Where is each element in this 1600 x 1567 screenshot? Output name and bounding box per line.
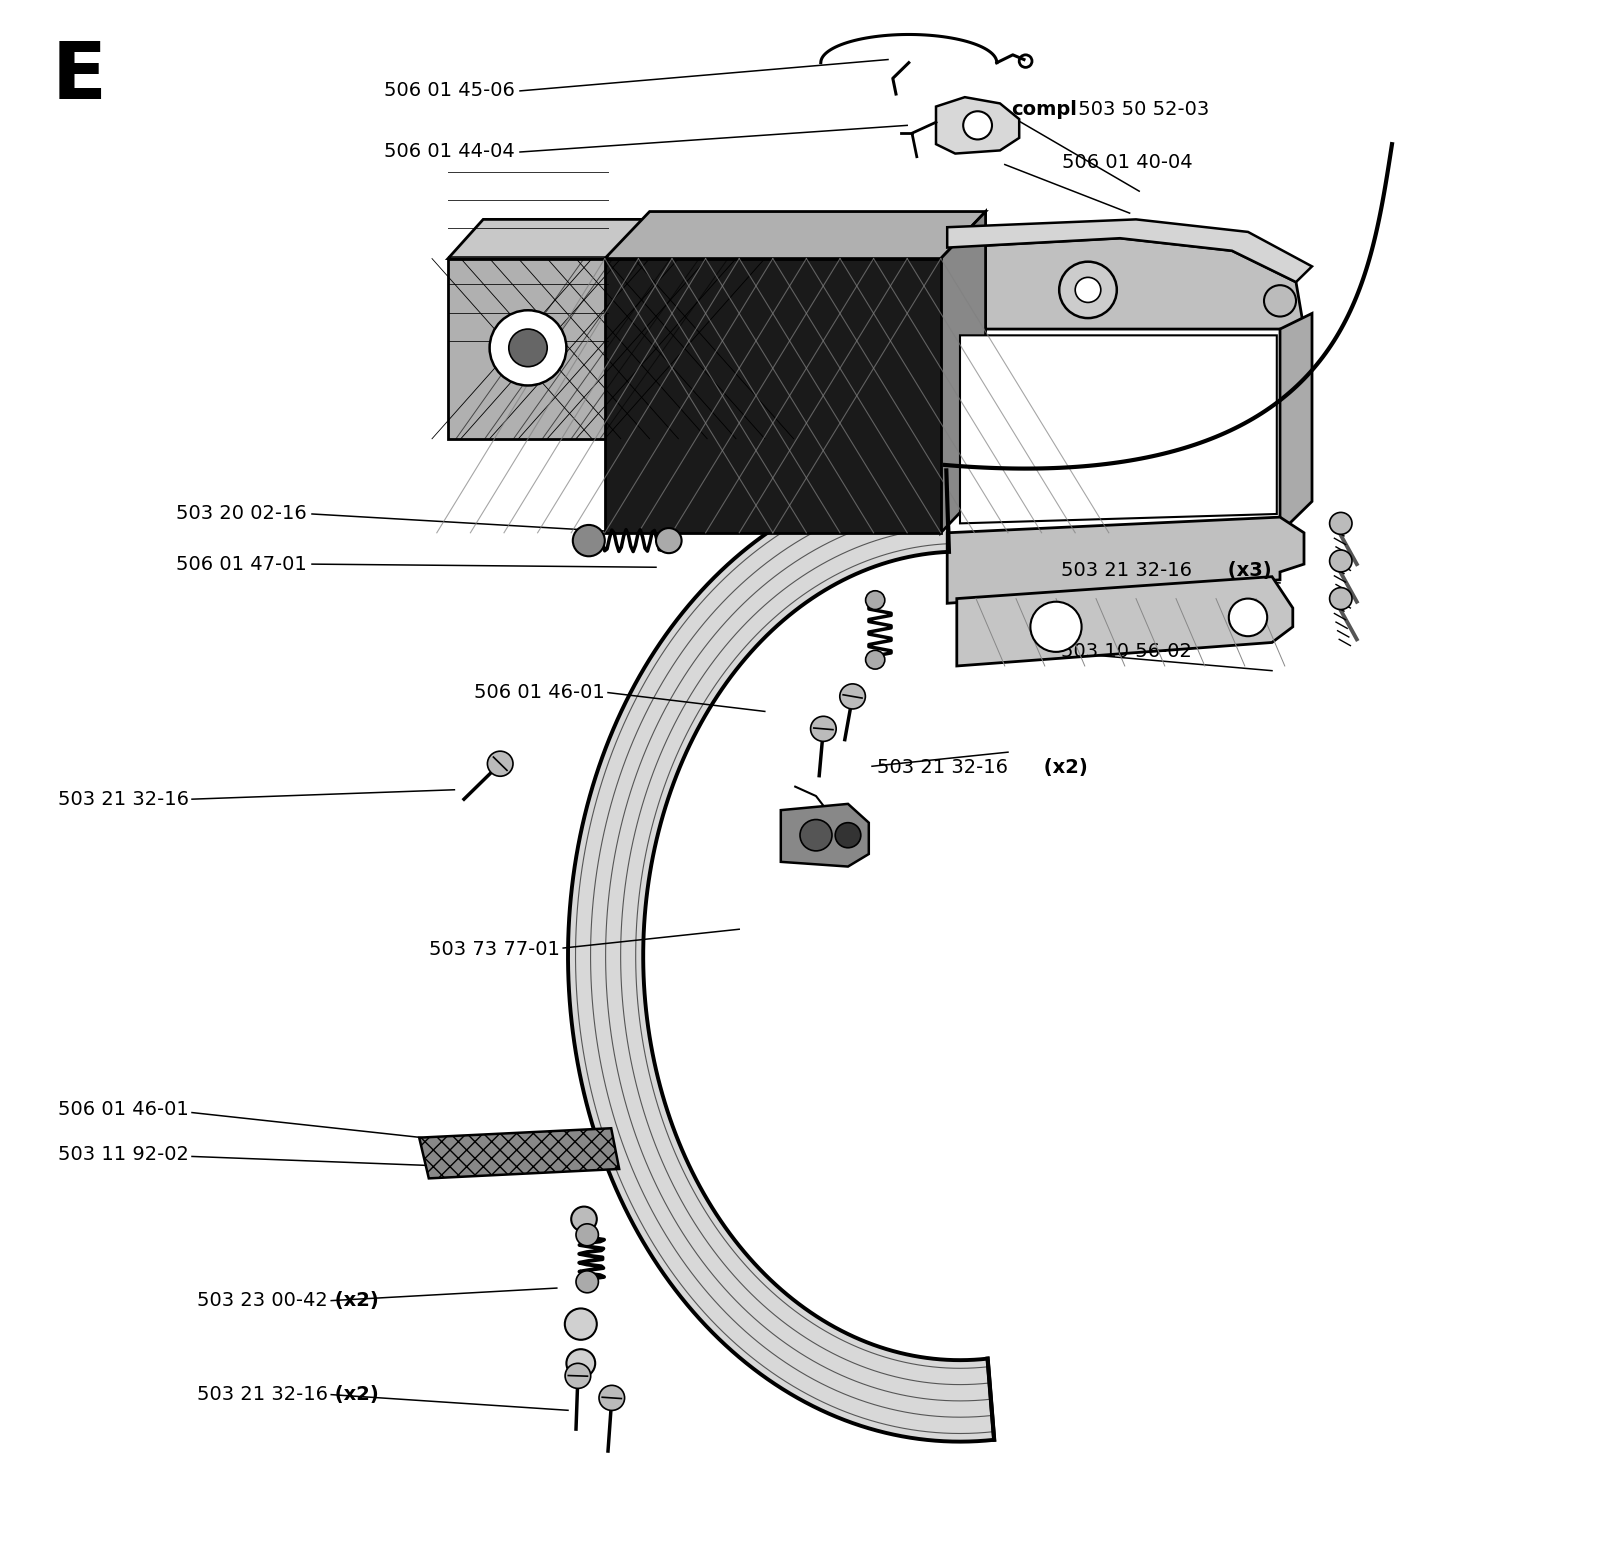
Polygon shape (936, 97, 1019, 154)
Circle shape (800, 820, 832, 851)
Circle shape (1330, 512, 1352, 534)
Circle shape (963, 111, 992, 139)
Text: 506 01 45-06: 506 01 45-06 (384, 81, 515, 100)
Polygon shape (448, 219, 643, 259)
Polygon shape (605, 259, 941, 533)
Circle shape (1059, 262, 1117, 318)
Polygon shape (960, 335, 1277, 523)
Circle shape (1030, 602, 1082, 652)
Circle shape (1075, 277, 1101, 302)
Circle shape (656, 528, 682, 553)
Text: 503 21 32-16: 503 21 32-16 (1061, 561, 1192, 580)
Polygon shape (957, 577, 1293, 666)
Polygon shape (419, 1128, 619, 1178)
Circle shape (565, 1308, 597, 1340)
Circle shape (598, 1385, 624, 1410)
Circle shape (576, 1271, 598, 1293)
Text: 506 01 47-01: 506 01 47-01 (176, 555, 307, 574)
Circle shape (576, 1224, 598, 1246)
Polygon shape (947, 238, 1304, 329)
Polygon shape (947, 219, 1312, 282)
Text: 503 11 92-02: 503 11 92-02 (58, 1145, 189, 1164)
Text: 503 21 32-16: 503 21 32-16 (58, 790, 189, 809)
Text: 503 50 52-03: 503 50 52-03 (1072, 100, 1210, 119)
Circle shape (1229, 599, 1267, 636)
Text: 506 01 40-04: 506 01 40-04 (1062, 154, 1194, 172)
Polygon shape (568, 470, 994, 1442)
Text: (x2): (x2) (328, 1291, 379, 1310)
Text: 503 21 32-16: 503 21 32-16 (197, 1385, 328, 1404)
Polygon shape (781, 804, 869, 867)
Text: (x2): (x2) (328, 1385, 379, 1404)
Text: 506 01 46-01: 506 01 46-01 (58, 1100, 189, 1119)
Circle shape (1264, 285, 1296, 317)
Polygon shape (1280, 313, 1312, 533)
Polygon shape (608, 219, 643, 439)
Text: 503 23 00-42: 503 23 00-42 (197, 1291, 328, 1310)
Circle shape (571, 1207, 597, 1232)
Circle shape (811, 716, 837, 741)
Circle shape (573, 525, 605, 556)
Text: (x3): (x3) (1221, 561, 1272, 580)
Text: 506 01 44-04: 506 01 44-04 (384, 143, 515, 161)
Text: 503 73 77-01: 503 73 77-01 (429, 940, 560, 959)
Text: 503 21 32-16: 503 21 32-16 (877, 758, 1008, 777)
Text: (x2): (x2) (1037, 758, 1088, 777)
Circle shape (1330, 588, 1352, 610)
Circle shape (835, 823, 861, 848)
Circle shape (565, 1363, 590, 1388)
Polygon shape (448, 259, 608, 439)
Polygon shape (605, 212, 986, 259)
Text: compl: compl (1011, 100, 1077, 119)
Text: E: E (51, 38, 106, 116)
Circle shape (488, 751, 514, 776)
Circle shape (1330, 550, 1352, 572)
Text: 503 10 56-02: 503 10 56-02 (1061, 642, 1192, 661)
Text: 506 01 46-01: 506 01 46-01 (474, 683, 605, 702)
Circle shape (490, 310, 566, 385)
Text: 503 20 02-16: 503 20 02-16 (176, 505, 307, 523)
Circle shape (840, 683, 866, 708)
Circle shape (509, 329, 547, 367)
Circle shape (866, 650, 885, 669)
Polygon shape (941, 212, 986, 533)
Circle shape (866, 591, 885, 610)
Circle shape (566, 1349, 595, 1377)
Polygon shape (947, 517, 1304, 603)
